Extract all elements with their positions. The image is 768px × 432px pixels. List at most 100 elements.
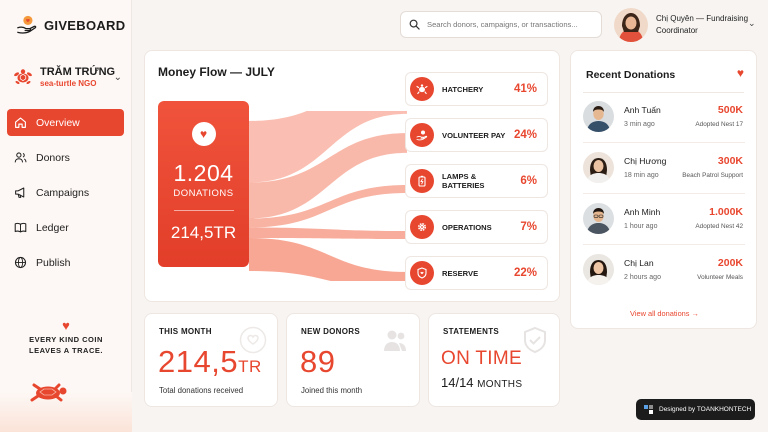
heart-outline-icon [239, 326, 267, 354]
donation-amount: 1.000K [709, 206, 743, 218]
category-lamps-batteries[interactable]: LAMPS & BATTERIES 6% [405, 164, 548, 198]
sea-turtle-icon [14, 69, 32, 84]
recent-donations-title: Recent Donations [586, 69, 676, 81]
sidebar-item-label: Overview [36, 116, 80, 129]
sidebar-item-publish[interactable]: Publish [7, 249, 124, 276]
tagline-line: EVERY KIND COIN [29, 335, 103, 344]
stat-label: STATEMENTS [443, 327, 500, 336]
category-operations[interactable]: OPERATIONS 7% [405, 210, 548, 244]
avatar [583, 203, 614, 234]
sidebar-item-label: Ledger [36, 221, 69, 234]
users-icon [14, 152, 27, 163]
donation-note: Volunteer Meals [697, 274, 743, 281]
brand[interactable]: GIVEBOARD [16, 14, 125, 36]
flow-ribbon-operations [249, 227, 407, 239]
list-item[interactable]: Chị Hương 18 min ago 300K Beach Patrol S… [583, 148, 745, 194]
book-icon [14, 222, 27, 233]
donations-count: 1.204 [173, 160, 234, 186]
category-percent: 7% [520, 221, 537, 233]
sidebar-item-ledger[interactable]: Ledger [7, 214, 124, 241]
flow-ribbon-lamps-batteries [249, 185, 407, 228]
search-input[interactable] [427, 20, 597, 29]
statements-count-unit: MONTHS [477, 379, 523, 390]
globe-icon [14, 256, 27, 269]
brand-name: GIVEBOARD [44, 17, 126, 33]
sidebar-item-label: Donors [36, 151, 70, 164]
sidebar-item-label: Campaigns [36, 186, 90, 199]
donor-name: Anh Minh [624, 207, 661, 217]
org-subtitle: sea-turtle NGO [40, 78, 97, 88]
statements-card: STATEMENTS ON TIME 14/14 MONTHS [428, 313, 560, 407]
list-item[interactable]: Anh Minh 1 hour ago 1.000K Adopted Nest … [583, 199, 745, 245]
tagline: ♥ EVERY KIND COIN LEAVES A TRACE. [0, 318, 132, 357]
donations-label: DONATIONS [173, 188, 234, 199]
designer-credit[interactable]: Designed by TOANKHONTECH [636, 399, 755, 420]
month-total-value: 214,5 [158, 344, 239, 379]
donation-time: 3 min ago [624, 121, 655, 128]
new-donors-value: 89 [300, 344, 336, 379]
donation-note: Adopted Nest 17 [695, 121, 743, 128]
category-label: VOLUNTEER PAY [442, 130, 506, 140]
search-bar[interactable] [400, 11, 602, 38]
divider [583, 92, 744, 93]
chevron-down-icon[interactable]: ⌄ [113, 72, 122, 83]
flow-ribbon-hatchery [249, 111, 407, 183]
heart-icon: ♥ [191, 122, 216, 146]
view-all-donations-link[interactable]: View all donations → [630, 309, 699, 318]
category-percent: 41% [513, 83, 537, 95]
turtle-icon [410, 77, 434, 101]
donation-time: 18 min ago [624, 172, 659, 179]
donations-amount: 214,5TR [170, 223, 237, 242]
money-flow-title: Money Flow — JULY [158, 65, 275, 79]
category-label: LAMPS & BATTERIES [442, 172, 485, 190]
credit-text: Designed by TOANKHONTECH [659, 406, 752, 413]
donor-name: Chị Hương [624, 156, 667, 166]
chevron-down-icon[interactable]: ⌄ [748, 18, 756, 28]
brand-mark-icon [644, 405, 653, 414]
stat-label: NEW DONORS [301, 327, 360, 336]
donor-name: Anh Tuấn [624, 105, 661, 115]
donation-time: 1 hour ago [624, 223, 658, 230]
org-switcher[interactable]: TRĂM TRỨNG sea-turtle NGO ⌄ [12, 66, 124, 88]
category-volunteer-pay[interactable]: VOLUNTEER PAY 24% [405, 118, 548, 152]
sidebar-item-overview[interactable]: Overview [7, 109, 124, 136]
users-icon [384, 330, 406, 351]
donation-amount: 200K [717, 257, 743, 269]
org-name: TRĂM TRỨNG [40, 66, 116, 78]
flow-ribbon-reserve [249, 238, 407, 281]
donation-note: Beach Patrol Support [682, 172, 743, 179]
heart-icon: ♥ [62, 318, 70, 333]
divider [173, 210, 234, 211]
money-flow-ribbons [249, 111, 407, 281]
sidebar-item-donors[interactable]: Donors [7, 144, 124, 171]
avatar [583, 152, 614, 183]
search-icon [409, 19, 420, 30]
statements-count: 14/14 MONTHS [441, 375, 522, 390]
sidebar-item-campaigns[interactable]: Campaigns [7, 179, 124, 206]
hand-coin-icon [410, 123, 434, 147]
list-item[interactable]: Anh Tuấn 3 min ago 500K Adopted Nest 17 [583, 97, 745, 143]
gear-icon [410, 215, 434, 239]
turtle-illustration-icon [30, 383, 67, 402]
donor-name: Chị Lan [624, 258, 654, 268]
shield-check-icon [524, 326, 546, 354]
divider [583, 142, 745, 143]
home-icon [15, 117, 26, 128]
sidebar-item-label: Publish [36, 256, 71, 269]
avatar [583, 101, 614, 132]
category-hatchery[interactable]: HATCHERY 41% [405, 72, 548, 106]
sidebar-nav: Overview Donors Campaigns Ledger Publish [7, 109, 124, 284]
sidebar: GIVEBOARD TRĂM TRỨNG sea-turtle NGO ⌄ Ov… [0, 0, 132, 432]
donations-total-box: ♥ 1.204 DONATIONS 214,5TR [158, 101, 249, 267]
avatar[interactable] [614, 8, 648, 42]
stat-value: 214,5TR [158, 344, 262, 380]
list-item[interactable]: Chị Lan 2 hours ago 200K Volunteer Meals [583, 250, 745, 290]
category-reserve[interactable]: RESERVE 22% [405, 256, 548, 290]
category-label: HATCHERY [442, 84, 484, 94]
stat-label: THIS MONTH [159, 327, 212, 336]
hand-heart-logo-icon [17, 15, 37, 34]
donation-time: 2 hours ago [624, 274, 661, 281]
month-total-unit: TR [238, 357, 262, 376]
stat-subtitle: Joined this month [301, 386, 363, 395]
user-menu[interactable]: Chị Quyên — Fundraising Coordinator ⌄ [614, 8, 768, 42]
